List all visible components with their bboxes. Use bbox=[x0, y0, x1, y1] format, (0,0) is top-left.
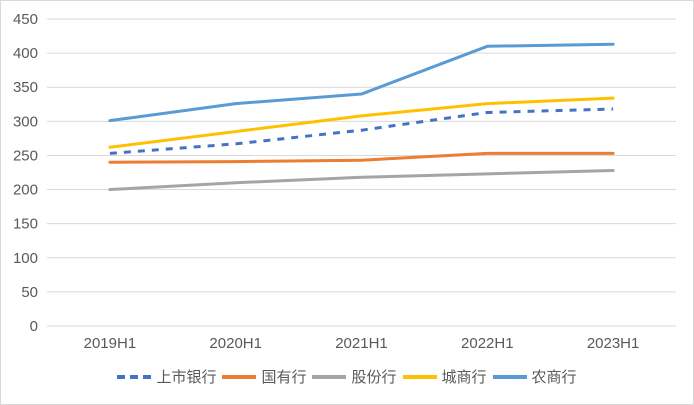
x-axis-tick-label: 2022H1 bbox=[461, 335, 514, 352]
legend-line-swatch bbox=[402, 375, 437, 379]
y-axis-tick-label: 200 bbox=[13, 182, 38, 199]
series-line-0 bbox=[109, 107, 614, 155]
series-line-1 bbox=[108, 151, 615, 164]
y-axis-tick-label: 350 bbox=[13, 79, 38, 96]
x-axis-tick-label: 2019H1 bbox=[84, 335, 137, 352]
y-axis-tick-label: 300 bbox=[13, 113, 38, 130]
series-line-2 bbox=[108, 168, 615, 192]
legend-line-swatch bbox=[312, 375, 347, 379]
y-axis-tick-label: 100 bbox=[13, 250, 38, 267]
legend-item-1: 国有行 bbox=[222, 370, 306, 385]
x-axis-tick-label: 2020H1 bbox=[209, 335, 262, 352]
y-axis-tick-label: 50 bbox=[21, 284, 38, 301]
y-axis-tick-label: 0 bbox=[30, 318, 38, 335]
legend-label: 上市银行 bbox=[156, 368, 217, 386]
legend: 上市银行 国有行 股份行 城商行 农商行 bbox=[1, 365, 693, 389]
legend-label: 城商行 bbox=[441, 368, 487, 386]
y-axis-tick-label: 150 bbox=[13, 216, 38, 233]
legend-item-4: 农商行 bbox=[492, 368, 577, 386]
legend-line-swatch bbox=[222, 375, 257, 379]
legend-line-swatch bbox=[117, 375, 152, 379]
x-axis-tick-label: 2023H1 bbox=[587, 335, 640, 352]
y-axis-tick-label: 400 bbox=[13, 45, 38, 62]
legend-label: 国有行 bbox=[261, 368, 307, 386]
y-axis-tick-label: 250 bbox=[13, 147, 38, 164]
legend-label: 股份行 bbox=[351, 368, 397, 386]
legend-item-0: 上市银行 bbox=[117, 370, 216, 385]
legend-item-3: 城商行 bbox=[402, 368, 487, 386]
legend-label: 农商行 bbox=[531, 368, 577, 386]
series-line-3 bbox=[108, 96, 615, 149]
legend-line-swatch bbox=[492, 375, 527, 379]
y-axis-tick-label: 450 bbox=[13, 11, 38, 28]
legend-item-2: 股份行 bbox=[312, 368, 397, 386]
series-line-4 bbox=[108, 42, 615, 123]
x-axis-tick-label: 2021H1 bbox=[335, 335, 388, 352]
